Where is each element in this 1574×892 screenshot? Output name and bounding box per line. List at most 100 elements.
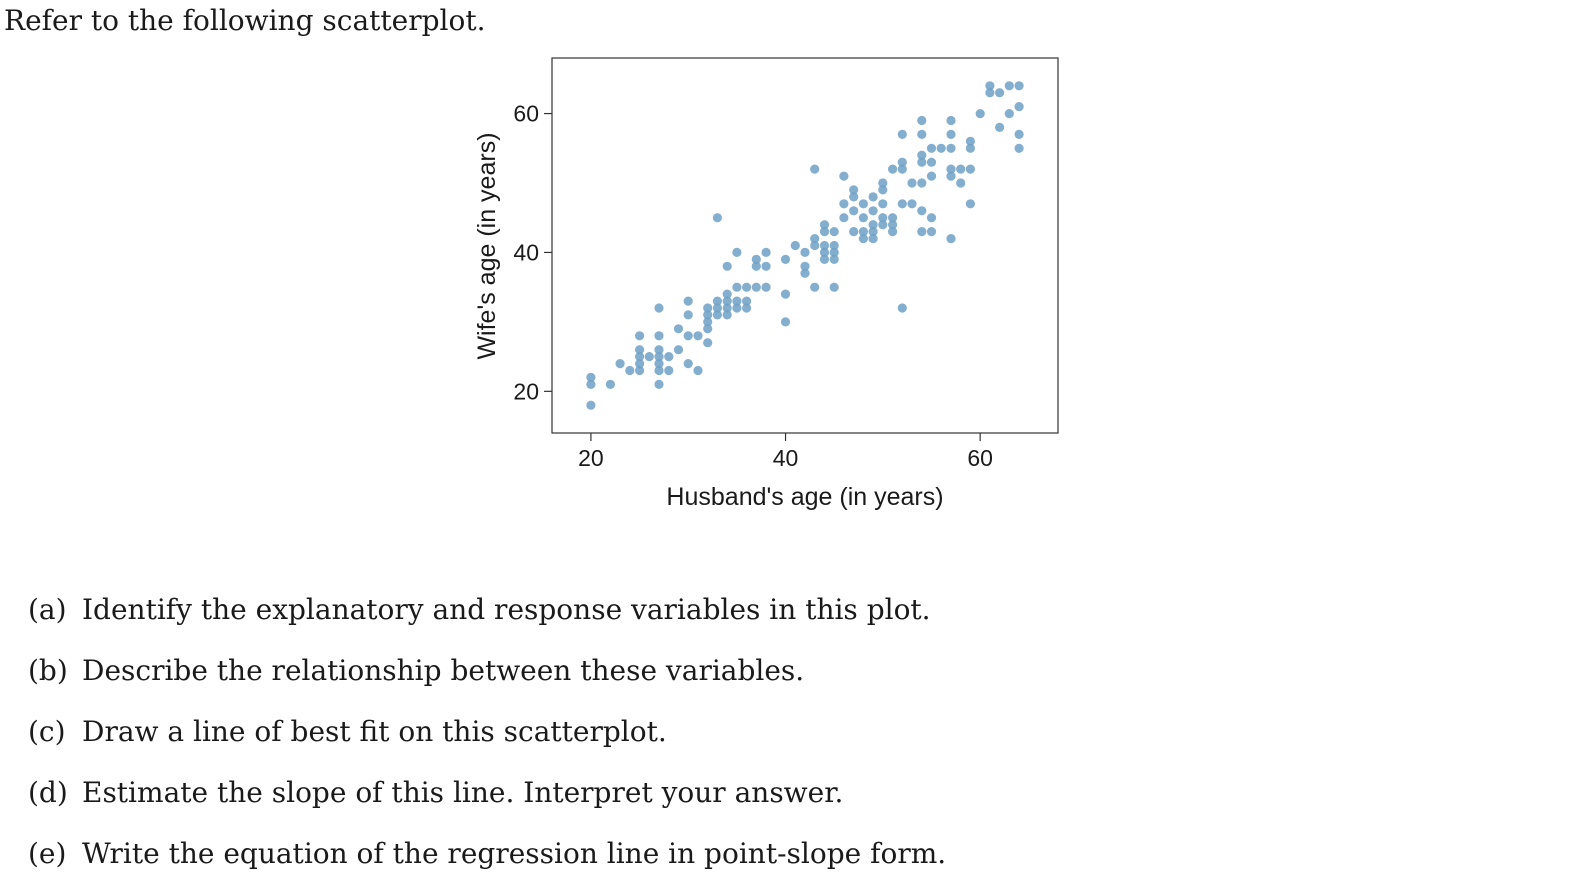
data-point [635, 331, 645, 341]
data-point [732, 296, 742, 306]
question-label: (c) [28, 715, 66, 748]
x-tick-label: 20 [578, 445, 604, 471]
data-point [810, 234, 820, 244]
data-point [742, 296, 752, 306]
data-point [829, 240, 839, 251]
data-point [926, 227, 937, 237]
data-point [742, 303, 752, 313]
data-point [683, 359, 693, 369]
data-point [868, 227, 878, 237]
data-point [751, 282, 761, 292]
data-point [946, 171, 956, 181]
data-point [703, 303, 713, 313]
data-point [800, 268, 810, 278]
data-point [683, 310, 693, 320]
data-point [1014, 143, 1024, 153]
question-text: Write the equation of the regression lin… [82, 837, 947, 870]
data-point [946, 143, 956, 153]
data-point [635, 345, 645, 355]
data-point [888, 213, 898, 223]
data-point [712, 213, 723, 223]
data-point [985, 88, 995, 98]
data-point [829, 254, 839, 264]
data-point [586, 372, 596, 382]
data-point [839, 213, 849, 223]
y-axis-label: Wife's age (in years) [473, 132, 501, 359]
data-point [673, 324, 684, 334]
data-point [1014, 81, 1024, 91]
data-point [722, 289, 732, 299]
data-point [780, 254, 791, 264]
data-point [732, 247, 742, 257]
data-point [965, 143, 976, 153]
data-point [810, 282, 820, 292]
data-point [897, 303, 907, 313]
y-axis: 20 40 60 [513, 101, 552, 404]
data-point [635, 352, 645, 362]
data-point [751, 254, 761, 264]
data-point [975, 109, 985, 119]
data-point [1004, 81, 1014, 91]
data-point [888, 227, 898, 237]
data-point [926, 143, 937, 153]
data-point [1014, 102, 1024, 112]
data-point [917, 227, 927, 237]
data-point [926, 157, 937, 167]
question-label: (e) [28, 837, 67, 870]
data-point [907, 178, 917, 188]
data-point [712, 296, 723, 306]
data-point [605, 379, 616, 389]
data-point [761, 282, 771, 292]
data-point [819, 247, 830, 257]
data-point [712, 303, 723, 313]
data-point [849, 192, 859, 202]
data-point [829, 247, 839, 257]
data-point [790, 240, 800, 251]
data-point [654, 379, 664, 389]
data-point [693, 331, 703, 341]
data-point [868, 220, 878, 230]
data-point [722, 296, 732, 306]
data-point [917, 115, 927, 126]
data-point [878, 220, 888, 230]
data-point [819, 220, 830, 230]
data-point [1004, 109, 1014, 119]
data-point [917, 129, 927, 139]
question-d: (d) Estimate the slope of this line. Inte… [28, 768, 946, 829]
data-point [654, 365, 664, 376]
x-axis-label: Husband's age (in years) [666, 483, 943, 511]
question-list: (a) Identify the explanatory and response… [28, 585, 946, 890]
data-point [956, 164, 966, 174]
data-point [868, 192, 878, 202]
data-point [995, 122, 1005, 132]
question-label: (b) [28, 654, 68, 687]
data-point [858, 234, 869, 244]
question-text: Draw a line of best fit on this scatterp… [82, 715, 667, 748]
x-axis: 20 40 60 [578, 433, 993, 471]
data-point [878, 213, 888, 223]
y-tick-label: 40 [513, 239, 539, 265]
data-point [868, 206, 878, 216]
data-point [926, 171, 937, 181]
data-point [946, 115, 956, 126]
question-text: Describe the relationship between these … [82, 654, 805, 687]
data-point [965, 199, 976, 209]
data-point [586, 379, 596, 389]
data-point [683, 296, 693, 306]
data-point [926, 213, 937, 223]
data-point [732, 303, 742, 313]
data-point [654, 345, 664, 355]
y-tick-label: 60 [513, 101, 539, 127]
x-tick-label: 60 [967, 445, 993, 471]
data-point [635, 359, 645, 369]
data-point [683, 331, 693, 341]
data-points [586, 81, 1024, 410]
data-point [965, 136, 976, 146]
data-point [946, 164, 956, 174]
question-text: Identify the explanatory and response va… [82, 593, 931, 626]
data-point [1014, 129, 1024, 139]
question-a: (a) Identify the explanatory and response… [28, 585, 946, 646]
data-point [839, 199, 849, 209]
data-point [849, 185, 859, 195]
data-point [644, 352, 654, 362]
